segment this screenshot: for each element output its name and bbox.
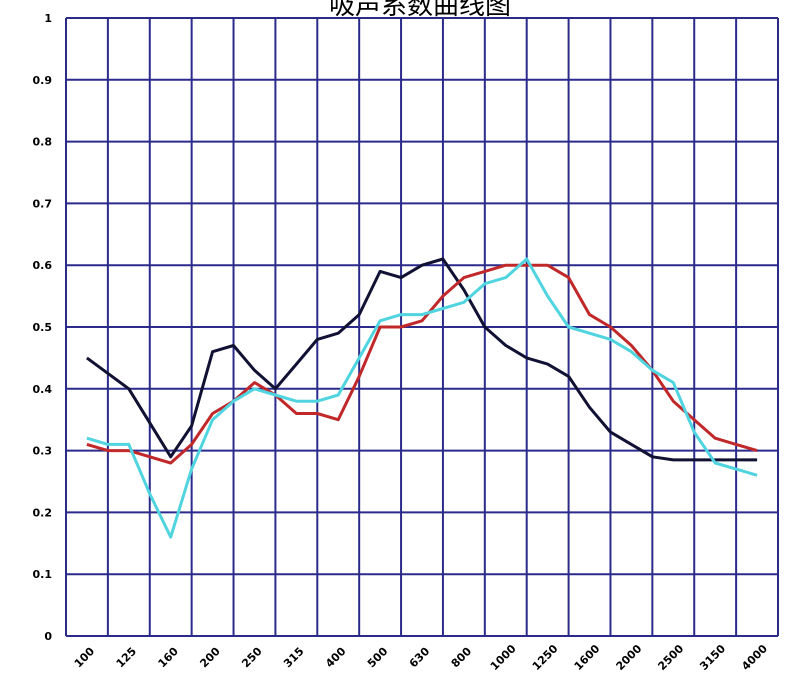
chart-title: 吸声系数曲线图 (329, 0, 511, 21)
grid-lines (65, 17, 779, 637)
y-tick-label: 0.7 (33, 197, 53, 210)
y-tick-label: 0.5 (33, 321, 53, 334)
y-tick-label: 1 (44, 12, 52, 25)
y-axis-tick-labels: 0 0.1 0.2 0.3 0.4 0.5 0.6 0.7 0.8 0.9 1 (33, 12, 53, 643)
series-line-3 (86, 257, 758, 539)
y-tick-label: 0.6 (33, 259, 53, 272)
y-tick-label: 0.9 (33, 74, 53, 87)
y-tick-label: 0 (44, 630, 52, 643)
y-tick-label: 0.2 (33, 506, 53, 519)
y-tick-label: 0.3 (33, 445, 53, 458)
series-line-2 (86, 263, 758, 465)
series-line-1 (86, 257, 758, 462)
y-tick-label: 0.4 (33, 383, 53, 396)
data-series (86, 257, 758, 539)
y-tick-label: 0.1 (33, 568, 53, 581)
y-tick-label: 0.8 (33, 136, 53, 149)
